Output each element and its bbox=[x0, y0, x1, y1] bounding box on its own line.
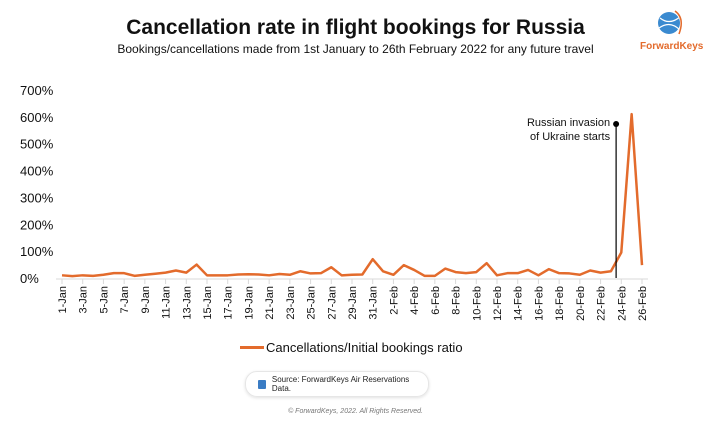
annotation-text-line1: Russian invasion bbox=[527, 117, 610, 129]
series-line bbox=[61, 112, 644, 278]
forwardkeys-logo: ForwardKeys bbox=[640, 8, 704, 52]
x-tick-label: 4-Feb bbox=[409, 286, 421, 315]
x-tick-label: 24-Feb bbox=[616, 286, 628, 321]
x-tick-label: 9-Jan bbox=[140, 286, 152, 314]
y-tick-label: 0% bbox=[20, 271, 39, 286]
x-tick-label: 23-Jan bbox=[285, 286, 297, 320]
x-tick-label: 18-Feb bbox=[554, 286, 566, 321]
x-tick-label: 19-Jan bbox=[243, 286, 255, 320]
x-tick-label: 7-Jan bbox=[119, 286, 131, 314]
x-tick-label: 14-Feb bbox=[513, 286, 525, 321]
x-tick-label: 2-Feb bbox=[388, 286, 400, 315]
y-tick-label: 600% bbox=[20, 110, 54, 125]
x-tick-label: 31-Jan bbox=[368, 286, 380, 320]
x-tick-label: 11-Jan bbox=[161, 286, 173, 319]
x-tick-label: 15-Jan bbox=[202, 286, 214, 320]
x-tick-label: 17-Jan bbox=[223, 286, 235, 320]
y-tick-label: 300% bbox=[20, 190, 54, 205]
logo-text: ForwardKeys bbox=[640, 41, 704, 52]
x-tick-label: 5-Jan bbox=[98, 286, 110, 314]
source-text: Source: ForwardKeys Air Reservations Dat… bbox=[271, 375, 410, 393]
x-tick-label: 3-Jan bbox=[78, 286, 90, 314]
x-tick-label: 16-Feb bbox=[533, 286, 545, 321]
x-tick-label: 13-Jan bbox=[181, 286, 193, 320]
x-tick-label: 29-Jan bbox=[347, 286, 359, 320]
x-tick-label: 27-Jan bbox=[326, 286, 338, 320]
legend: Cancellations/Initial bookings ratio bbox=[240, 340, 463, 355]
x-tick-label: 1-Jan bbox=[57, 286, 69, 314]
document-search-icon bbox=[258, 379, 266, 389]
legend-label: Cancellations/Initial bookings ratio bbox=[266, 340, 463, 355]
y-tick-label: 500% bbox=[20, 137, 54, 152]
x-tick-label: 6-Feb bbox=[430, 286, 442, 315]
source-badge: Source: ForwardKeys Air Reservations Dat… bbox=[245, 371, 429, 397]
x-tick-label: 20-Feb bbox=[575, 286, 587, 321]
y-tick-label: 400% bbox=[20, 164, 54, 179]
copyright: © ForwardKeys, 2022. All Rights Reserved… bbox=[288, 408, 423, 415]
x-tick-label: 22-Feb bbox=[596, 286, 608, 321]
chart-title: Cancellation rate in flight bookings for… bbox=[126, 16, 585, 39]
annotation-dot bbox=[613, 121, 620, 127]
y-tick-label: 700% bbox=[20, 83, 54, 98]
y-tick-label: 100% bbox=[20, 244, 54, 259]
x-tick-label: 21-Jan bbox=[264, 286, 276, 320]
chart-subtitle: Bookings/cancellations made from 1st Jan… bbox=[117, 42, 594, 56]
globe-icon bbox=[658, 10, 682, 35]
x-tick-label: 8-Feb bbox=[451, 286, 463, 315]
annotation-text-line2: of Ukraine starts bbox=[530, 131, 611, 143]
line-chart: 0% 100% 200% 300% 400% 500% 600% 700% 1-Jan 3-Jan… bbox=[20, 83, 649, 321]
x-tick-label: 10-Feb bbox=[471, 286, 483, 321]
x-tick-label: 26-Feb bbox=[637, 286, 649, 321]
x-tick-label: 25-Jan bbox=[306, 286, 318, 320]
legend-swatch bbox=[240, 346, 264, 349]
y-tick-label: 200% bbox=[20, 217, 54, 232]
x-tick-label: 12-Feb bbox=[492, 286, 504, 321]
